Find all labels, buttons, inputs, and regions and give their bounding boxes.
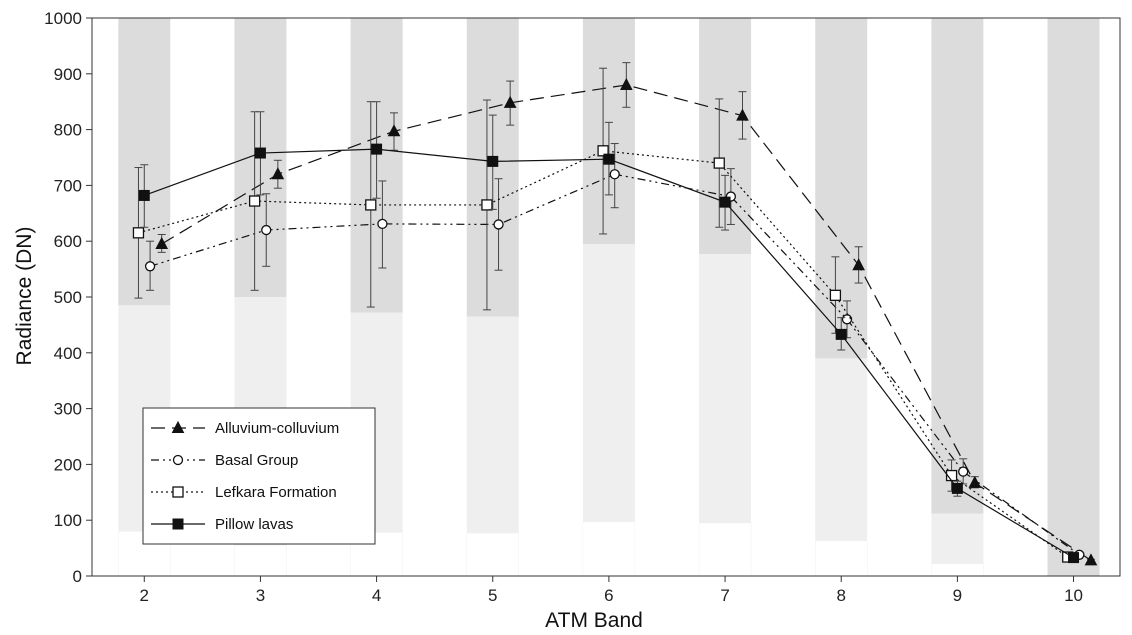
data-point bbox=[493, 219, 504, 230]
legend-marker bbox=[172, 486, 184, 498]
band-range-lower bbox=[234, 545, 287, 577]
y-tick-label: 700 bbox=[54, 176, 82, 195]
axes: 0 100 200 300 400 500 600 700 800 900 1000 2 3 4 5 6 7 8 9… bbox=[44, 9, 1121, 605]
data-point bbox=[487, 155, 499, 167]
data-point bbox=[261, 224, 272, 236]
data-point bbox=[481, 199, 493, 211]
data-point bbox=[841, 314, 853, 325]
data-point bbox=[620, 77, 633, 90]
band-range-upper bbox=[815, 18, 868, 359]
y-tick-label: 600 bbox=[54, 232, 82, 251]
y-axis-title: Radiance (DN) bbox=[13, 227, 36, 366]
band-range-middle bbox=[466, 316, 519, 534]
legend-marker bbox=[171, 420, 185, 433]
band-column-7 bbox=[698, 18, 752, 577]
data-point bbox=[958, 466, 969, 477]
data-point bbox=[951, 482, 963, 494]
band-range-lower bbox=[466, 532, 519, 577]
data-point bbox=[968, 475, 982, 488]
data-point bbox=[248, 195, 261, 207]
y-tick-label: 900 bbox=[54, 65, 82, 84]
data-point bbox=[365, 199, 377, 211]
legend-label: Lefkara Formation bbox=[215, 484, 337, 501]
band-range-middle bbox=[582, 243, 635, 522]
legend: Alluvium-colluvium Basal Group Lefkara For… bbox=[142, 407, 376, 545]
band-range-middle bbox=[931, 513, 984, 564]
data-point bbox=[1084, 553, 1098, 566]
y-tick-label: 200 bbox=[54, 455, 82, 474]
band-range-upper bbox=[931, 18, 984, 514]
data-point bbox=[377, 218, 388, 230]
data-point bbox=[144, 261, 156, 272]
x-tick-label: 8 bbox=[836, 586, 845, 605]
x-tick-label: 9 bbox=[953, 586, 962, 605]
data-point bbox=[138, 189, 150, 201]
x-tick-label: 5 bbox=[488, 586, 497, 605]
data-point bbox=[736, 108, 749, 121]
y-tick-label: 400 bbox=[54, 344, 82, 363]
legend-label: Alluvium-colluvium bbox=[215, 420, 339, 437]
band-range-upper bbox=[1047, 18, 1100, 576]
x-axis-title: ATM Band bbox=[545, 609, 643, 632]
series-lefkara-formation bbox=[132, 67, 1074, 563]
series-pillow-lavas bbox=[138, 101, 1080, 564]
data-point bbox=[713, 157, 725, 169]
data-point bbox=[155, 236, 169, 249]
y-tick-label: 1000 bbox=[44, 9, 82, 28]
data-point bbox=[371, 143, 383, 155]
x-tick-label: 2 bbox=[140, 586, 149, 605]
legend-marker bbox=[172, 454, 184, 466]
data-point bbox=[254, 147, 266, 159]
data-point bbox=[503, 95, 517, 108]
y-tick-label: 100 bbox=[54, 511, 82, 530]
data-point bbox=[609, 169, 620, 180]
band-range-lower bbox=[582, 521, 636, 577]
band-range-middle bbox=[699, 254, 752, 523]
data-point bbox=[719, 196, 731, 208]
x-tick-label: 6 bbox=[604, 586, 613, 605]
legend-label: Pillow lavas bbox=[215, 516, 293, 533]
legend-entry-basal-group: Basal Group bbox=[151, 452, 298, 469]
data-point bbox=[132, 227, 145, 239]
series-alluvium-colluvium bbox=[155, 62, 1098, 566]
band-range-upper bbox=[118, 18, 171, 306]
data-point bbox=[852, 258, 865, 271]
band-range-lower bbox=[698, 522, 752, 577]
legend-label: Basal Group bbox=[215, 452, 298, 469]
band-column-6 bbox=[582, 18, 636, 577]
data-series bbox=[132, 62, 1098, 566]
band-column-9 bbox=[931, 18, 984, 577]
data-point bbox=[387, 124, 401, 137]
x-tick-label: 4 bbox=[372, 586, 381, 605]
band-range-lower bbox=[814, 540, 868, 577]
band-column-10 bbox=[1047, 18, 1100, 576]
data-point bbox=[603, 153, 615, 165]
x-tick-label: 10 bbox=[1064, 586, 1083, 605]
y-tick-label: 0 bbox=[73, 567, 82, 586]
data-point bbox=[1068, 552, 1080, 564]
band-range-lower bbox=[931, 563, 984, 577]
data-point bbox=[271, 167, 285, 180]
data-point bbox=[835, 328, 847, 340]
x-tick-label: 7 bbox=[720, 586, 729, 605]
y-tick-label: 300 bbox=[54, 400, 82, 419]
band-column-8 bbox=[814, 18, 868, 577]
legend-entry-lefkara-formation: Lefkara Formation bbox=[151, 484, 337, 501]
y-tick-label: 500 bbox=[54, 288, 82, 307]
y-tick-label: 800 bbox=[54, 121, 82, 140]
legend-entry-pillow-lavas: Pillow lavas bbox=[151, 516, 293, 533]
data-point bbox=[597, 145, 609, 157]
legend-entry-alluvium-colluvium: Alluvium-colluvium bbox=[151, 420, 339, 437]
x-tick-label: 3 bbox=[256, 586, 265, 605]
legend-marker bbox=[172, 518, 184, 530]
band-range-middle bbox=[815, 358, 868, 541]
data-point bbox=[829, 289, 842, 301]
